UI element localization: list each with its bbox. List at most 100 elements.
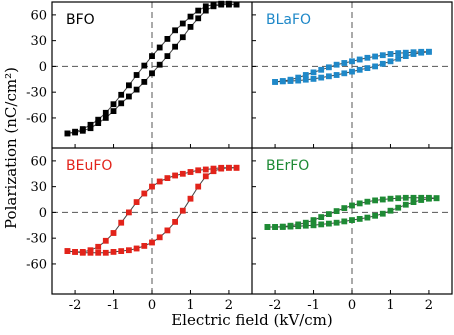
data-point [318,74,325,81]
data-point [110,101,117,108]
data-point [395,195,402,202]
y-tick-label: 60 [30,154,47,169]
data-point [402,194,409,201]
data-point [95,243,102,250]
data-point [118,248,125,254]
data-point [402,49,409,56]
data-point [356,216,363,222]
data-point [133,199,140,205]
data-point [187,169,194,175]
data-point [233,164,240,171]
x-tick-label: 1 [186,298,194,313]
data-point [318,66,325,73]
data-point [310,217,317,223]
data-point [279,78,286,84]
data-point [364,65,371,71]
panel-beufo: BEuFO [52,148,252,294]
data-point [395,50,402,56]
data-point [172,219,178,225]
data-point [195,183,202,190]
panel-berfo: BErFO [252,148,452,294]
data-point [341,70,348,77]
data-point [379,60,386,67]
data-point [202,166,209,173]
x-tick-label: 1 [386,298,394,313]
data-point [133,72,140,78]
panel-label: BEuFO [66,158,112,174]
data-point [302,72,309,78]
y-tick-label: -30 [26,232,47,247]
x-axis-title: Electric field (kV/cm) [171,311,333,329]
data-point [172,27,178,34]
data-point [110,108,117,114]
data-point [102,115,109,121]
data-point [287,222,294,229]
data-point [187,23,194,30]
data-point [318,221,325,228]
x-tick-label: 2 [425,298,433,313]
data-point [333,61,340,68]
data-point [333,208,340,214]
data-point [226,0,232,7]
data-point [425,48,432,55]
data-point [295,74,302,81]
data-point [333,219,340,226]
data-point [87,247,94,254]
data-point [387,58,394,65]
data-point [95,249,102,256]
data-point [179,20,186,27]
x-tick-label: -2 [269,298,282,313]
data-point [210,165,217,172]
data-point [349,202,355,209]
data-point [395,204,402,211]
data-point [79,126,86,132]
data-point [156,61,163,68]
data-point [402,201,409,208]
data-point [356,56,363,63]
y-tick-label: 30 [30,180,47,195]
data-point [218,0,225,7]
data-point [195,7,202,14]
panel-blafo: BLaFO [252,2,452,148]
data-point [87,121,94,128]
data-point [179,207,186,214]
data-point [172,172,178,179]
data-point [156,178,163,185]
data-point [72,249,78,255]
data-point [164,53,171,59]
panel-label: BErFO [266,158,309,174]
data-point [179,34,186,41]
data-point [379,196,386,203]
data-point [156,44,163,51]
data-point [172,43,178,50]
data-point [118,219,125,226]
data-point [149,53,155,59]
data-point [387,195,394,202]
data-point [110,230,117,236]
data-point [126,209,132,216]
data-point [356,66,363,73]
panel-label: BFO [66,12,95,28]
data-point [310,76,317,82]
data-point [364,214,371,221]
data-point [372,212,378,219]
data-point [218,164,225,171]
data-point [141,190,148,197]
data-point [195,167,202,174]
data-point [310,222,317,229]
data-point [264,224,271,230]
data-point [272,224,278,230]
data-point [410,194,417,201]
data-point [379,210,386,217]
data-point [202,173,209,180]
data-point [272,79,278,85]
data-point [395,55,402,62]
data-point [341,60,348,66]
data-point [364,198,371,205]
data-point [364,54,371,61]
data-point [325,73,332,80]
data-point [164,35,171,42]
y-tick-label: -60 [26,111,47,126]
data-point [410,49,417,56]
